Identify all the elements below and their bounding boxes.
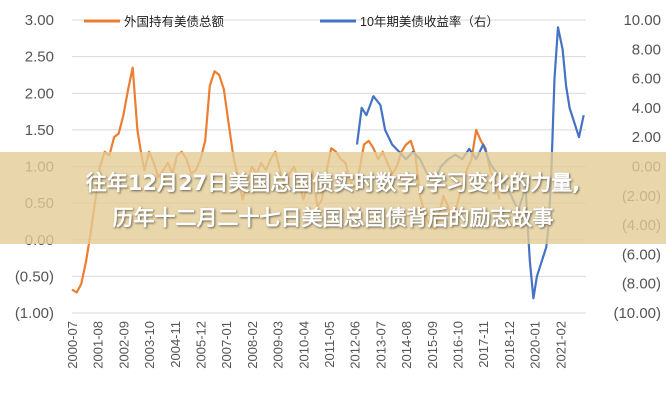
x-axis-tick-label: 2013-07 — [373, 321, 388, 369]
x-axis-tick-label: 2011-05 — [322, 321, 337, 368]
x-axis-tick-label: 2016-10 — [451, 321, 466, 369]
right-axis-tick-label: (10.00) — [613, 305, 661, 322]
right-axis-tick-labels: 10.008.006.004.002.000.00(2.00)(4.00)(6.… — [613, 12, 661, 322]
x-axis-tick-label: 2008-02 — [245, 321, 260, 369]
headline-banner — [0, 152, 666, 244]
left-axis-tick-label: 1.50 — [25, 122, 54, 139]
right-axis-tick-label: (6.00) — [622, 246, 661, 263]
x-axis-tick-label: 2015-09 — [425, 321, 440, 369]
x-axis-tick-label: 2001-08 — [91, 321, 106, 369]
left-axis-tick-label: 3.00 — [25, 12, 54, 29]
left-axis-tick-label: (1.00) — [15, 305, 54, 322]
left-axis-tick-label: (0.50) — [15, 268, 54, 285]
right-axis-tick-label: 2.00 — [632, 129, 661, 146]
headline-line-2: 历年十二月二十七日美国总国债背后的励志故事 — [112, 206, 554, 230]
x-axis-tick-label: 2002-09 — [116, 321, 131, 369]
x-axis-tick-label: 2010-04 — [296, 321, 311, 369]
x-axis-tick-label: 2007-01 — [219, 321, 234, 369]
left-axis-tick-label: 2.00 — [25, 85, 54, 102]
right-axis-tick-label: (8.00) — [622, 276, 661, 293]
x-axis-tick-label: 2017-11 — [476, 321, 491, 368]
x-axis-tick-label: 2012-06 — [348, 321, 363, 369]
left-axis-tick-label: 2.50 — [25, 49, 54, 66]
x-axis-tick-label: 2003-10 — [142, 321, 157, 369]
right-axis-tick-label: 6.00 — [632, 71, 661, 88]
x-axis-tick-label: 2014-08 — [399, 321, 414, 369]
legend-label-10y-yield: 10年期美债收益率（右） — [360, 14, 499, 29]
right-axis-tick-label: 4.00 — [632, 100, 661, 117]
x-axis-tick-label: 2020-01 — [528, 321, 543, 369]
x-axis-tick-label: 2018-12 — [502, 321, 517, 369]
headline-line-1: 往年12月27日美国总国债实时数字,学习变化的力量, — [85, 171, 581, 195]
legend-label-foreign-holdings: 外国持有美债总额 — [124, 14, 225, 29]
legend: 外国持有美债总额 10年期美债收益率（右） — [84, 14, 499, 29]
right-axis-tick-label: 8.00 — [632, 41, 661, 58]
x-axis-tick-label: 2000-07 — [65, 321, 80, 369]
x-axis-tick-label: 2009-03 — [271, 321, 286, 369]
x-axis-tick-labels: 2000-07 2001-08 2002-09 2003-10 2004-11 2005-… — [65, 321, 568, 369]
x-axis-tick-label: 2005-12 — [194, 321, 209, 369]
x-axis-tick-label: 2004-11 — [168, 321, 183, 368]
right-axis-tick-label: 10.00 — [623, 12, 661, 29]
x-axis-tick-label: 2021-02 — [553, 321, 568, 369]
